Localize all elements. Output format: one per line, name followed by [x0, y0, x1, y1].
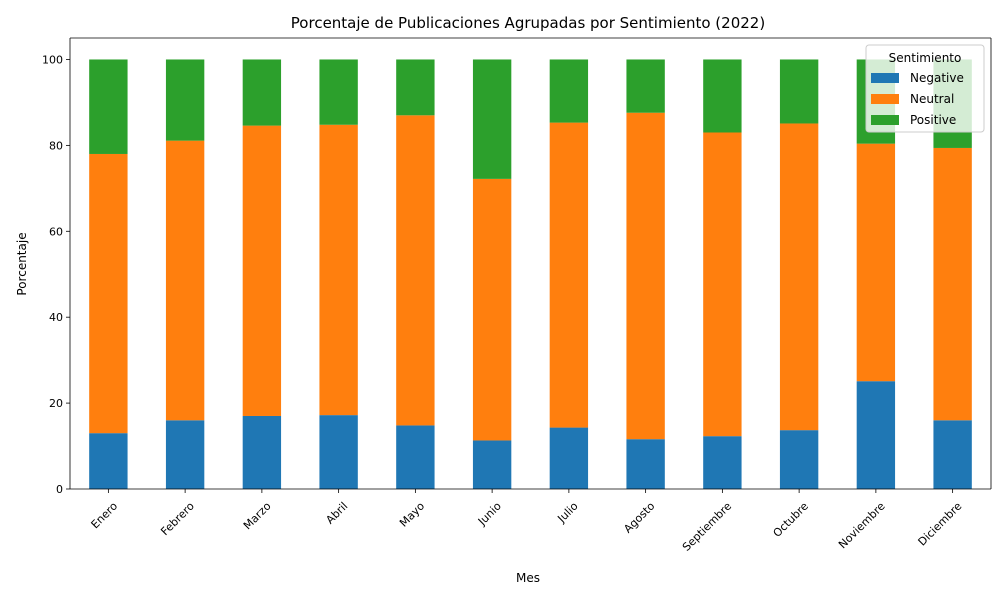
bar-neutral-diciembre — [933, 147, 972, 421]
bar-negative-agosto — [626, 439, 665, 489]
x-tick-label: Agosto — [621, 499, 657, 535]
bar-neutral-noviembre — [856, 143, 896, 382]
bar-neutral-septiembre — [703, 132, 742, 437]
bar-neutral-marzo — [242, 125, 282, 416]
x-tick-label: Diciembre — [916, 499, 965, 548]
bar-negative-octubre — [779, 430, 819, 489]
x-tick-label: Mayo — [397, 499, 427, 529]
bar-neutral-mayo — [396, 115, 435, 426]
x-tick-label: Octubre — [771, 499, 811, 539]
bar-positive-agosto — [626, 59, 665, 113]
y-tick-label: 40 — [49, 311, 63, 324]
x-tick-label: Marzo — [241, 499, 274, 532]
bar-neutral-junio — [472, 178, 512, 441]
plot-area — [70, 38, 991, 489]
y-tick-label: 60 — [49, 225, 63, 238]
x-tick-label: Abril — [323, 500, 350, 527]
bar-positive-marzo — [242, 59, 282, 126]
x-axis: Enero Febrero Marzo Abril Mayo Junio Julio Agos… — [89, 489, 965, 554]
bar-negative-mayo — [396, 425, 435, 489]
x-tick-label: Septiembre — [680, 499, 734, 553]
bar-positive-febrero — [165, 59, 205, 141]
y-tick-label: 80 — [49, 139, 63, 152]
x-tick-label: Noviembre — [836, 499, 888, 551]
chart-title: Porcentaje de Publicaciones Agrupadas po… — [291, 14, 765, 32]
bar-negative-febrero — [165, 420, 205, 489]
legend-label-neutral: Neutral — [910, 92, 954, 106]
x-tick-label: Junio — [475, 499, 504, 528]
legend: Sentimiento Negative Neutral Positive — [865, 44, 985, 133]
bar-positive-junio — [472, 59, 512, 179]
bar-negative-enero — [89, 433, 128, 489]
bar-neutral-abril — [319, 124, 358, 416]
bar-positive-enero — [89, 59, 128, 154]
legend-swatch-positive — [871, 115, 899, 125]
legend-label-positive: Positive — [910, 113, 956, 127]
legend-frame — [865, 44, 985, 133]
bar-negative-septiembre — [703, 436, 742, 489]
bar-negative-marzo — [242, 415, 282, 489]
bar-neutral-julio — [549, 122, 589, 428]
bar-positive-octubre — [779, 59, 819, 124]
bar-negative-julio — [549, 427, 589, 489]
bars-layer — [89, 59, 972, 489]
bar-negative-diciembre — [933, 420, 972, 489]
x-tick-label: Febrero — [158, 499, 197, 538]
x-tick-label: Enero — [89, 499, 121, 531]
x-tick-label: Julio — [554, 499, 580, 525]
legend-swatch-negative — [871, 73, 899, 83]
bar-neutral-octubre — [779, 123, 819, 431]
bar-positive-septiembre — [703, 59, 742, 133]
y-tick-label: 100 — [42, 53, 63, 66]
y-tick-label: 0 — [56, 483, 63, 496]
legend-label-negative: Negative — [910, 71, 964, 85]
bar-negative-noviembre — [856, 381, 896, 489]
x-axis-label: Mes — [516, 571, 540, 585]
legend-title: Sentimiento — [889, 51, 962, 65]
bar-negative-junio — [472, 440, 512, 489]
bar-neutral-febrero — [165, 140, 205, 421]
y-tick-label: 20 — [49, 397, 63, 410]
bar-positive-mayo — [396, 59, 435, 116]
bar-neutral-enero — [89, 153, 128, 434]
legend-swatch-neutral — [871, 94, 899, 104]
bar-positive-julio — [549, 59, 589, 123]
y-axis: 0 20 40 60 80 100 — [42, 53, 70, 496]
legend-items: Negative Neutral Positive — [871, 71, 964, 127]
bar-negative-abril — [319, 415, 358, 489]
y-axis-label: Porcentaje — [15, 232, 29, 295]
bar-neutral-agosto — [626, 112, 665, 440]
bar-positive-abril — [319, 59, 358, 125]
